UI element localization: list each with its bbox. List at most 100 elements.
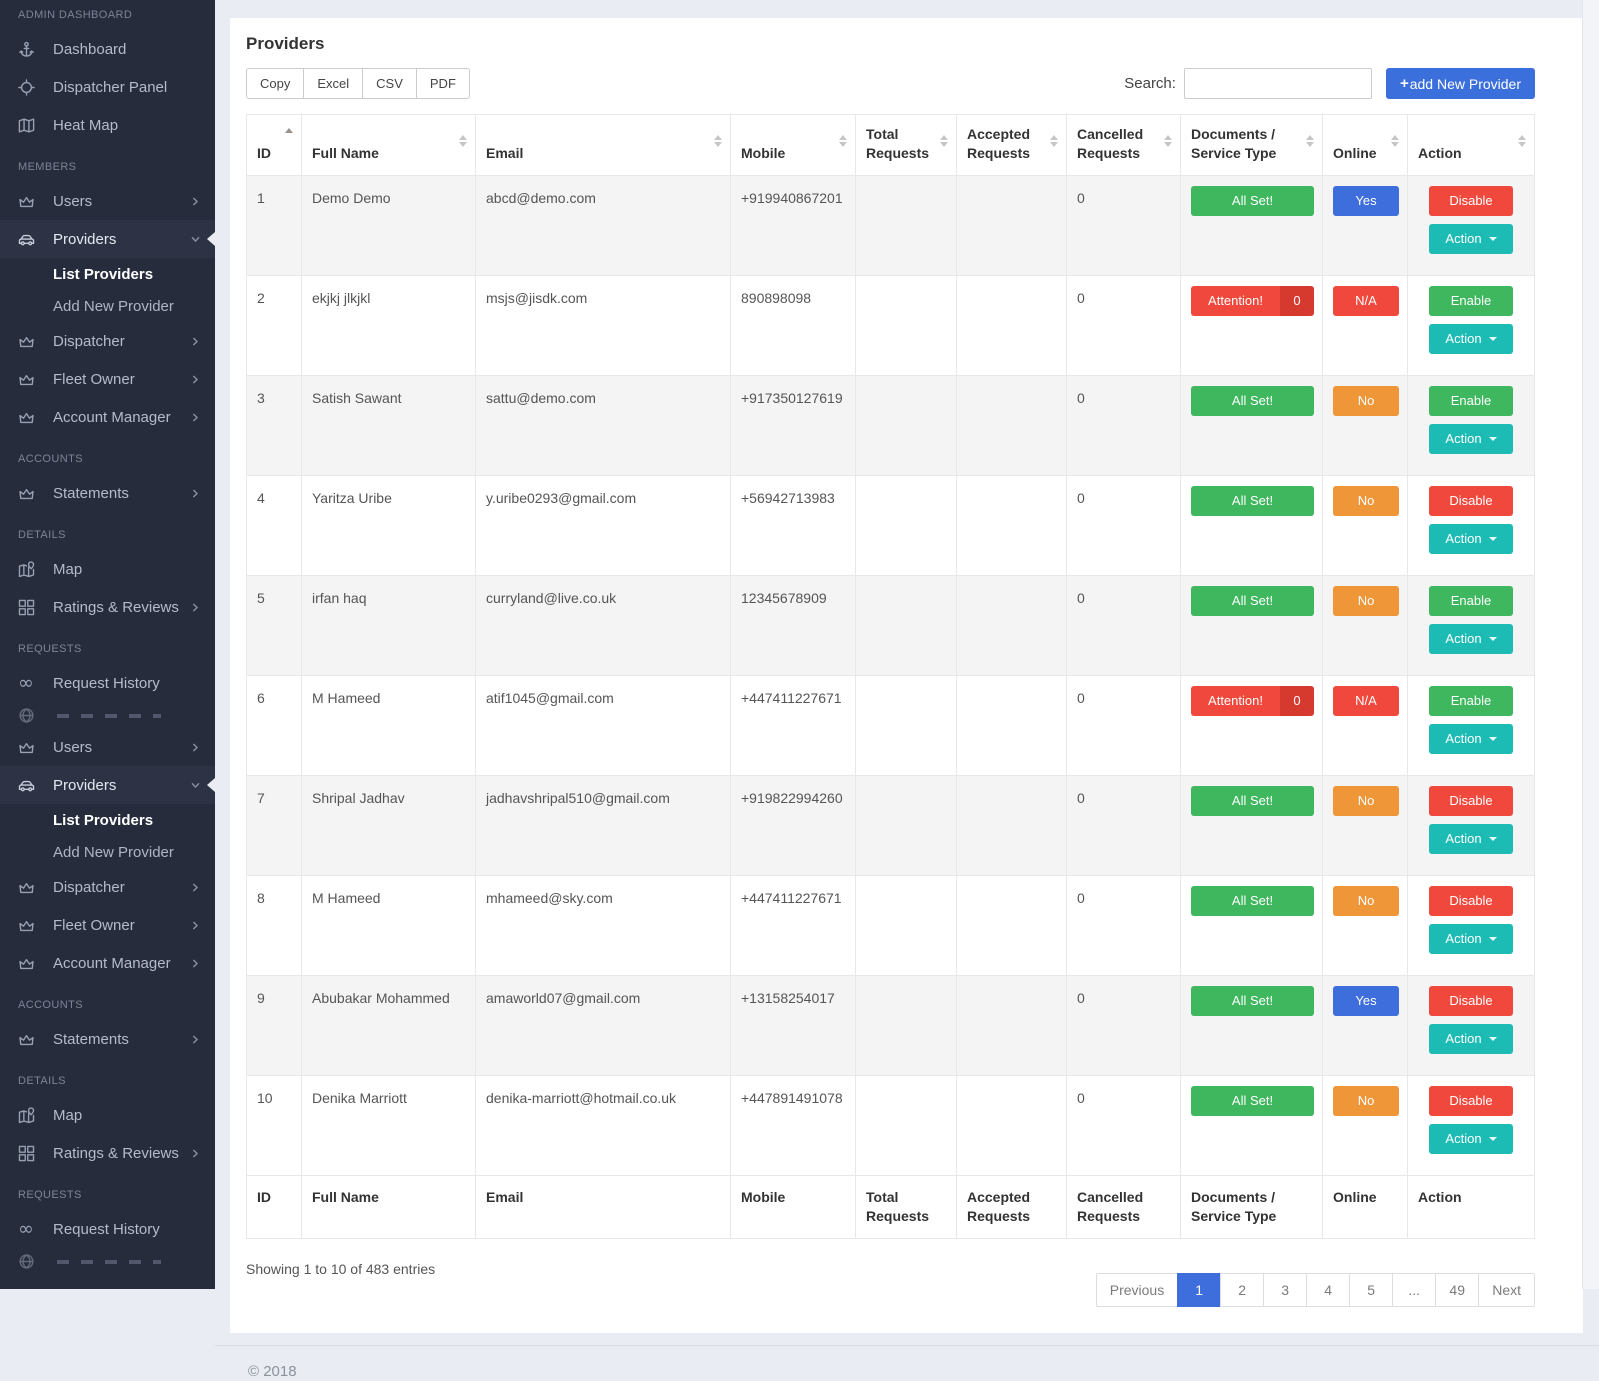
sidebar-item-users[interactable]: Users [0,182,215,220]
documents-status-badge[interactable]: All Set! [1191,386,1314,416]
sidebar-item-heat-map[interactable]: Heat Map [0,106,215,144]
action-button[interactable]: Action [1429,324,1513,354]
disable-button[interactable]: Disable [1429,186,1513,216]
enable-button[interactable]: Enable [1429,286,1513,316]
chevron-right-icon [190,742,201,753]
online-status-badge[interactable]: N/A [1333,686,1399,716]
documents-status-badge[interactable]: All Set! [1191,786,1314,816]
online-status-badge[interactable]: No [1333,1086,1399,1116]
online-status-badge[interactable]: No [1333,886,1399,916]
online-status-badge[interactable]: No [1333,486,1399,516]
sidebar-item-map[interactable]: Map [0,550,215,588]
action-button[interactable]: Action [1429,1124,1513,1154]
page-next-button[interactable]: Next [1478,1273,1535,1307]
sidebar-item-request-history[interactable]: ∞ Request History [0,664,215,702]
documents-status-badge[interactable]: All Set! [1191,586,1314,616]
search-input[interactable] [1183,68,1372,99]
action-button[interactable]: Action [1429,924,1513,954]
sidebar-item-fleet-owner[interactable]: Fleet Owner [0,906,215,944]
page-1-button[interactable]: 1 [1177,1273,1222,1307]
page-2-button[interactable]: 2 [1220,1273,1265,1307]
col-header-label: Email [486,145,524,161]
page-4-button[interactable]: 4 [1306,1273,1351,1307]
sidebar-item-statements[interactable]: Statements [0,474,215,512]
sidebar-item-map[interactable]: Map [0,1096,215,1134]
documents-status-badge[interactable]: All Set! [1191,1086,1314,1116]
documents-status-badge[interactable]: All Set! [1191,886,1314,916]
enable-button[interactable]: Enable [1429,586,1513,616]
disable-button[interactable]: Disable [1429,786,1513,816]
disable-button[interactable]: Disable [1429,486,1513,516]
online-status-badge[interactable]: No [1333,786,1399,816]
sidebar-item-providers[interactable]: Providers [0,766,215,804]
export-copy-button[interactable]: Copy [246,68,305,99]
enable-button[interactable]: Enable [1429,386,1513,416]
sidebar-item-providers[interactable]: Providers [0,220,215,258]
sidebar-item-statements[interactable]: Statements [0,1020,215,1058]
action-button[interactable]: Action [1429,724,1513,754]
col-header-total-requests[interactable]: Total Requests [855,114,957,176]
sidebar-item-dispatcher-panel[interactable]: Dispatcher Panel [0,68,215,106]
col-header-accepted-requests[interactable]: Accepted Requests [956,114,1067,176]
action-button[interactable]: Action [1429,624,1513,654]
disable-button[interactable]: Disable [1429,1086,1513,1116]
action-button[interactable]: Action [1429,224,1513,254]
sidebar-item-fleet-owner[interactable]: Fleet Owner [0,360,215,398]
add-new-provider-button[interactable]: + add New Provider [1385,68,1535,99]
action-button[interactable]: Action [1429,824,1513,854]
cell-full-name: M Hameed [301,675,476,776]
col-header-action[interactable]: Action [1407,114,1535,176]
enable-button[interactable]: Enable [1429,686,1513,716]
action-button[interactable]: Action [1429,1024,1513,1054]
col-header-cancelled-requests[interactable]: Cancelled Requests [1066,114,1181,176]
page-5-button[interactable]: 5 [1349,1273,1394,1307]
map-pin-icon [18,1106,38,1124]
sidebar-item-ratings-reviews[interactable]: Ratings & Reviews [0,588,215,626]
action-button[interactable]: Action [1429,524,1513,554]
disable-button[interactable]: Disable [1429,886,1513,916]
online-status-badge[interactable]: N/A [1333,286,1399,316]
col-header-mobile[interactable]: Mobile [730,114,856,176]
online-status-badge[interactable]: No [1333,386,1399,416]
attention-badge[interactable]: Attention! 0 [1191,286,1314,316]
sidebar-item-users[interactable]: Users [0,728,215,766]
col-header-documents-service-type[interactable]: Documents / Service Type [1180,114,1323,176]
online-status-badge[interactable]: Yes [1333,186,1399,216]
online-status-badge[interactable]: Yes [1333,986,1399,1016]
cell-documents: Attention! 0 [1180,675,1323,776]
page-49-button[interactable]: 49 [1435,1273,1480,1307]
sidebar-item-dashboard[interactable]: Dashboard [0,30,215,68]
sidebar-item-account-manager[interactable]: Account Manager [0,944,215,982]
documents-status-badge[interactable]: All Set! [1191,486,1314,516]
col-header-online[interactable]: Online [1322,114,1408,176]
page-3-button[interactable]: 3 [1263,1273,1308,1307]
cell-id: 5 [246,575,302,676]
scrollbar-track[interactable] [1582,0,1599,1289]
sidebar-subitem-add-new-provider[interactable]: Add New Provider [53,297,174,315]
disable-button[interactable]: Disable [1429,986,1513,1016]
col-header-email[interactable]: Email [475,114,731,176]
footer-col-accepted-requests: Accepted Requests [956,1175,1067,1239]
online-status-badge[interactable]: No [1333,586,1399,616]
export-pdf-button[interactable]: PDF [415,68,470,99]
sidebar-item-request-history[interactable]: ∞ Request History [0,1210,215,1248]
grid-icon [18,1145,38,1162]
sidebar-subitem-add-new-provider[interactable]: Add New Provider [53,843,174,861]
search-area: Search: + add New Provider [1124,68,1535,99]
sidebar-subitem-list-providers[interactable]: List Providers [53,265,154,283]
action-button[interactable]: Action [1429,424,1513,454]
chevron-down-icon [190,780,201,791]
attention-badge[interactable]: Attention! 0 [1191,686,1314,716]
documents-status-badge[interactable]: All Set! [1191,186,1314,216]
sidebar-item-dispatcher[interactable]: Dispatcher [0,322,215,360]
page-previous-button[interactable]: Previous [1095,1273,1179,1307]
col-header-full-name[interactable]: Full Name [301,114,476,176]
sidebar-item-dispatcher[interactable]: Dispatcher [0,868,215,906]
sidebar-subitem-list-providers[interactable]: List Providers [53,811,154,829]
export-excel-button[interactable]: Excel [303,68,364,99]
col-header-id[interactable]: ID [246,114,302,176]
sidebar-item-ratings-reviews[interactable]: Ratings & Reviews [0,1134,215,1172]
export-csv-button[interactable]: CSV [362,68,417,99]
sidebar-item-account-manager[interactable]: Account Manager [0,398,215,436]
documents-status-badge[interactable]: All Set! [1191,986,1314,1016]
